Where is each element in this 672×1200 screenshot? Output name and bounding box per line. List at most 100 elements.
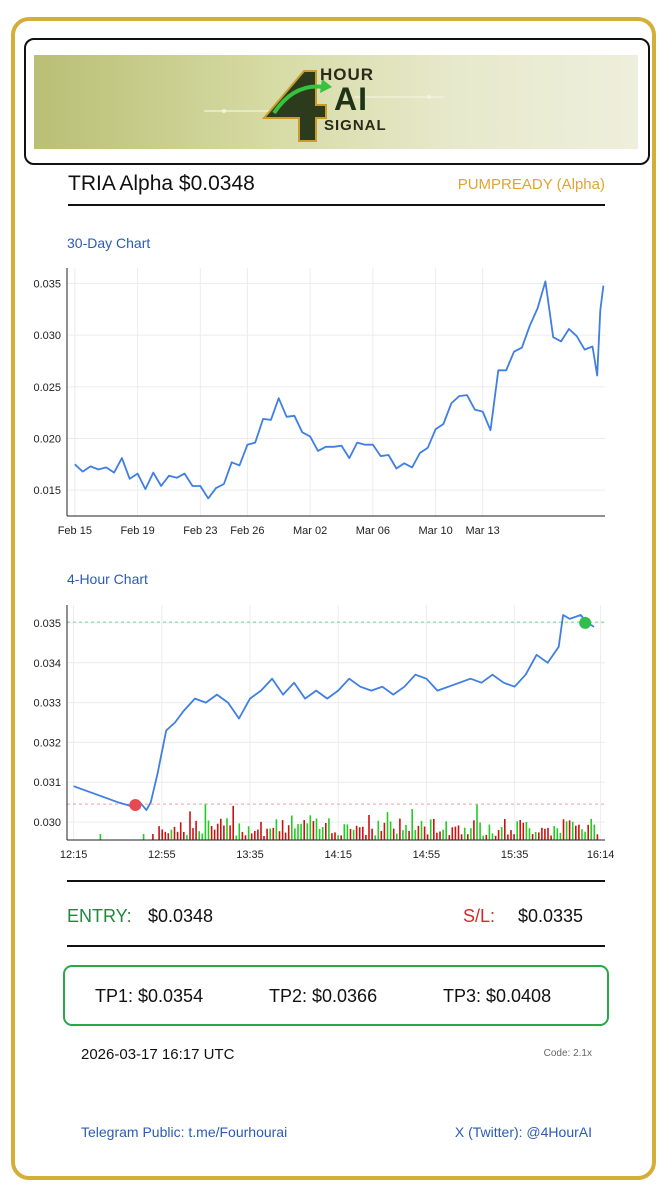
volume-bar <box>510 830 512 840</box>
volume-bar <box>386 812 389 840</box>
y-tick-4h: 0.033 <box>33 698 61 710</box>
volume-bar <box>371 828 373 840</box>
page-title: TRIA Alpha $0.0348 <box>68 172 255 195</box>
volume-bar <box>192 828 194 840</box>
volume-bar <box>281 820 284 840</box>
volume-bar <box>325 823 327 840</box>
volume-bar <box>362 826 364 840</box>
volume-bar <box>220 818 222 840</box>
volume-bar <box>507 834 509 840</box>
x-tick-30d: Mar 02 <box>293 525 327 537</box>
volume-bar <box>377 820 380 840</box>
volume-bar <box>241 831 244 840</box>
volume-bar <box>179 822 182 840</box>
volume-bar <box>238 823 241 840</box>
x-tick-4h: 13:35 <box>236 849 264 861</box>
volume-bar <box>491 833 494 840</box>
volume-bar <box>389 821 392 840</box>
volume-bar <box>294 828 296 840</box>
volume-bar <box>352 829 355 840</box>
volume-bar <box>337 835 339 840</box>
volume-bar <box>186 835 188 840</box>
card-frame <box>11 17 656 1180</box>
x-tick-30d: Mar 10 <box>418 525 452 537</box>
volume-bar <box>528 828 531 840</box>
version-code: Code: 2.1x <box>543 1048 592 1059</box>
line-4h-price <box>73 614 595 811</box>
volume-bar <box>287 825 290 840</box>
volume-bar <box>284 832 287 840</box>
volume-bar <box>553 826 555 840</box>
volume-bar <box>568 820 571 840</box>
volume-bar <box>355 825 358 840</box>
volume-bar <box>198 831 200 840</box>
volume-bar <box>500 827 503 840</box>
volume-bar <box>269 828 271 840</box>
y-tick-4h: 0.030 <box>33 817 61 829</box>
volume-bar <box>575 825 577 840</box>
telegram-link[interactable]: Telegram Public: t.me/Fourhourai <box>81 1124 288 1140</box>
volume-bar <box>423 826 426 840</box>
volume-bar <box>380 831 383 840</box>
volume-bar <box>272 827 275 840</box>
volume-bar <box>226 818 228 840</box>
stop-loss-label: S/L: <box>463 906 496 926</box>
volume-bar <box>571 821 574 840</box>
volume-bar <box>442 829 444 840</box>
volume-bar <box>204 803 207 840</box>
x-tick-30d: Mar 13 <box>466 525 500 537</box>
x-tick-4h: 16:14 <box>587 849 615 861</box>
line-30d-price <box>74 280 605 500</box>
volume-bar <box>581 829 583 840</box>
x-tick-30d: Mar 06 <box>356 525 390 537</box>
volume-bar <box>392 828 395 840</box>
x-tick-4h: 14:15 <box>324 849 352 861</box>
volume-bar <box>550 835 552 840</box>
volume-bar <box>584 831 586 840</box>
volume-bar <box>278 831 281 840</box>
volume-bar <box>504 819 506 840</box>
volume-bar <box>167 833 170 840</box>
volume-bar <box>158 826 160 840</box>
volume-bar <box>436 832 438 840</box>
banner: HOUR AI SIGNAL <box>34 55 638 149</box>
volume-bar <box>232 805 234 840</box>
y-tick-4h: 0.035 <box>33 618 61 630</box>
volume-bar <box>445 821 447 840</box>
volume-bar <box>201 833 204 840</box>
volume-bar <box>300 823 302 840</box>
chart-4hour-label: 4-Hour Chart <box>67 571 148 587</box>
volume-bar <box>99 834 102 840</box>
volume-bar <box>254 831 256 840</box>
volume-bar <box>513 834 515 840</box>
volume-bar <box>257 829 259 840</box>
volume-bar <box>266 828 268 840</box>
volume-bar <box>312 821 315 840</box>
logo-icon <box>204 70 444 142</box>
volume-bar <box>213 829 216 840</box>
twitter-link[interactable]: X (Twitter): @4HourAI <box>454 1124 592 1140</box>
volume-bar <box>479 822 481 840</box>
volume-bar <box>516 821 518 840</box>
volume-bar <box>488 824 491 840</box>
volume-bar <box>374 835 376 840</box>
x-tick-30d: Feb 26 <box>230 525 264 537</box>
volume-bar <box>170 829 173 840</box>
volume-bar <box>334 832 336 840</box>
volume-bar <box>328 818 330 840</box>
low-marker <box>129 798 142 811</box>
volume-bar <box>417 825 420 840</box>
volume-bar <box>210 826 213 840</box>
volume-bar <box>534 832 537 840</box>
volume-bar <box>399 818 401 840</box>
x-tick-4h: 14:55 <box>413 849 441 861</box>
volume-bar <box>541 827 543 840</box>
y-tick-30d: 0.030 <box>33 330 61 342</box>
volume-bar <box>562 819 565 840</box>
volume-bar <box>358 827 361 840</box>
volume-bar <box>590 818 592 840</box>
volume-bar <box>331 833 333 840</box>
volume-bar <box>531 834 534 840</box>
volume-bar <box>463 827 466 840</box>
volume-bar <box>408 831 410 840</box>
